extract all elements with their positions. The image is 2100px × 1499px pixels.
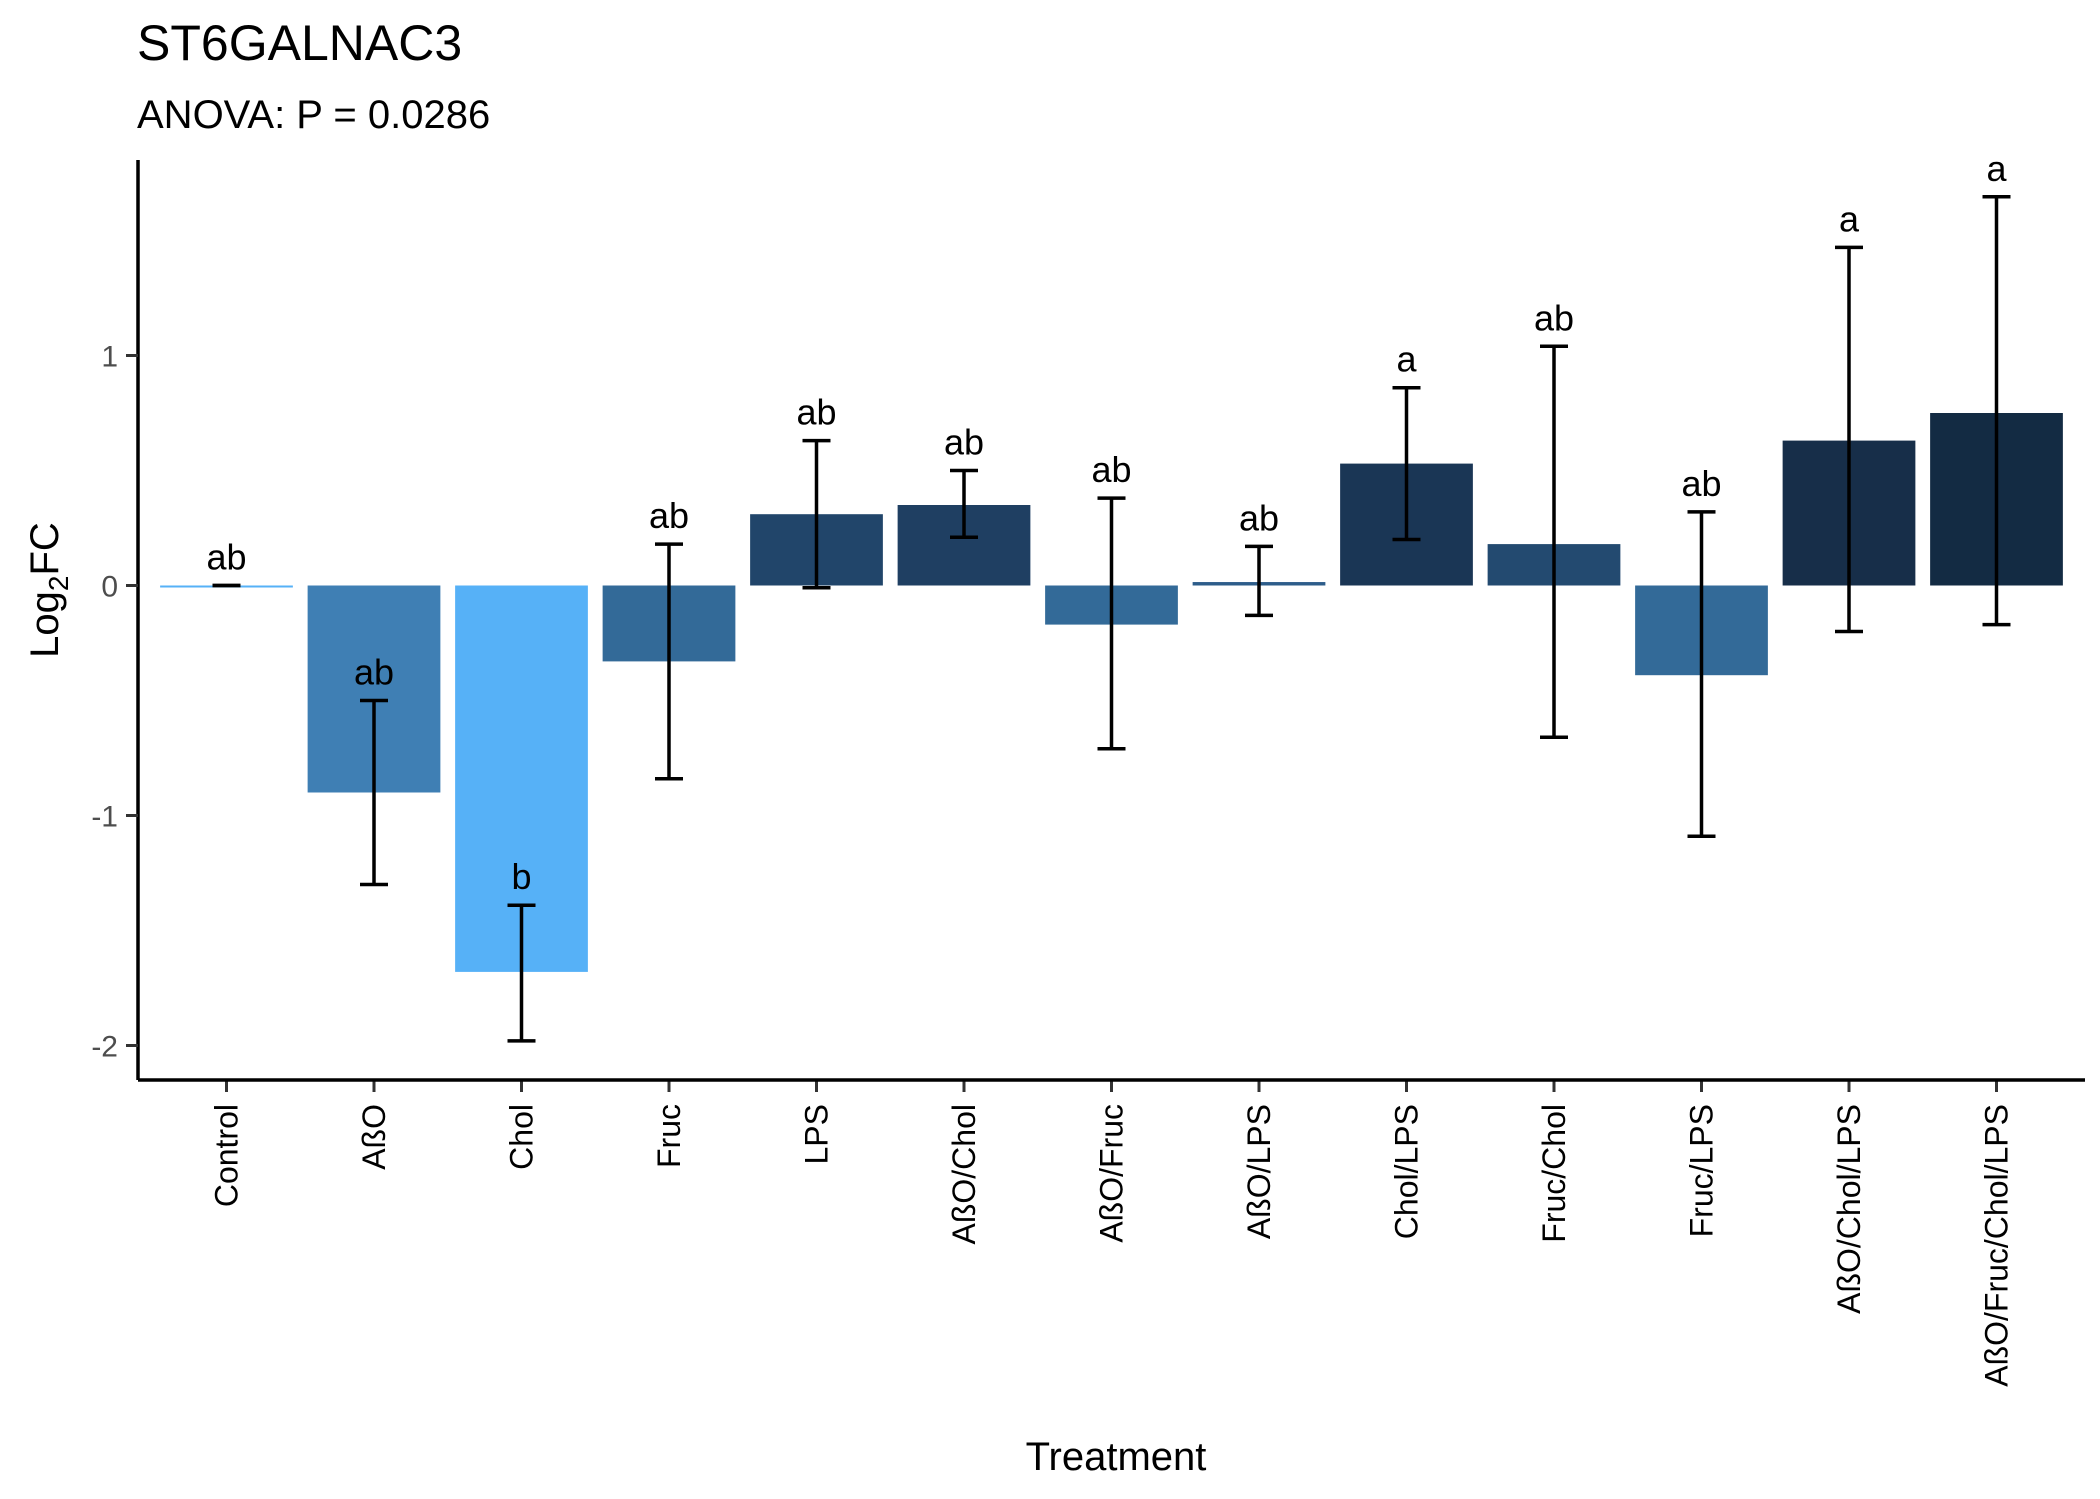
y-tick-label: -1: [91, 801, 118, 834]
x-axis: Control AßO Chol Fruc LPS AßO/Chol AßO/Fruc AßO…: [138, 1078, 2085, 1387]
significance-label: ab: [354, 652, 394, 693]
significance-label: ab: [944, 422, 984, 463]
x-tick-label: AßO/Fruc/Chol/LPS: [1979, 1104, 2015, 1387]
significance-label: ab: [796, 392, 836, 433]
significance-label: ab: [1534, 297, 1574, 338]
significance-label: a: [1839, 198, 1860, 239]
x-tick-label: Fruc/LPS: [1684, 1104, 1720, 1237]
y-axis-title: Log2FC: [23, 522, 74, 658]
significance-label: a: [1396, 339, 1417, 380]
chart-subtitle: ANOVA: P = 0.0286: [137, 93, 490, 137]
y-tick-label: 0: [101, 571, 118, 604]
x-tick-label: AßO/Fruc: [1094, 1104, 1130, 1243]
error-bars-group: [212, 195, 2011, 1043]
y-axis-title-subscript: 2: [43, 576, 74, 592]
significance-label: b: [511, 856, 531, 897]
significance-label: ab: [1239, 497, 1279, 538]
y-tick-label: 1: [101, 341, 118, 374]
y-axis-title-base: Log: [23, 591, 67, 658]
chart-title: ST6GALNAC3: [137, 15, 462, 71]
y-tick-label: -2: [91, 1031, 118, 1064]
y-axis: -2 -1 0 1: [91, 160, 140, 1080]
significance-label: a: [1986, 148, 2007, 189]
x-tick-label: AßO: [356, 1104, 392, 1170]
significance-labels-group: ab ab b ab ab ab ab ab a ab ab a a: [206, 148, 2007, 897]
x-tick-label: AßO/Chol/LPS: [1831, 1104, 1867, 1314]
x-tick-label: Fruc/Chol: [1536, 1104, 1572, 1243]
x-tick-label: Fruc: [651, 1104, 687, 1168]
x-tick-label: LPS: [799, 1104, 835, 1164]
significance-label: ab: [1681, 463, 1721, 504]
significance-label: ab: [206, 537, 246, 578]
x-tick-label: Chol/LPS: [1389, 1104, 1425, 1239]
x-tick-label: Control: [209, 1104, 245, 1207]
significance-label: ab: [649, 495, 689, 536]
y-axis-title-suffix: FC: [23, 522, 67, 575]
x-tick-label: AßO/LPS: [1241, 1104, 1277, 1239]
x-axis-title: Treatment: [1026, 1435, 1207, 1479]
significance-label: ab: [1091, 449, 1131, 490]
x-tick-label: Chol: [504, 1104, 540, 1170]
x-tick-label: AßO/Chol: [946, 1104, 982, 1244]
